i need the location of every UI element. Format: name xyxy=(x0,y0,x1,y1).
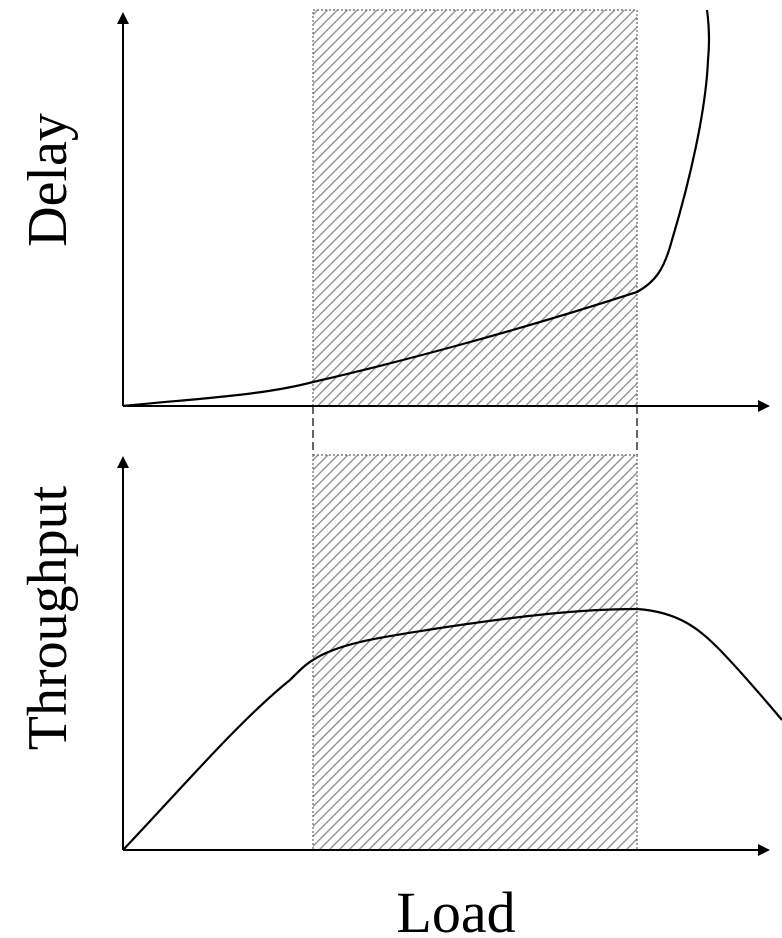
throughput-optimal-region xyxy=(312,454,638,851)
throughput-y-label: Throughput xyxy=(17,485,79,750)
delay-y-label: Delay xyxy=(17,113,79,247)
throughput-panel: Throughput xyxy=(17,454,782,856)
delay-optimal-region xyxy=(312,9,638,407)
load-x-label: Load xyxy=(396,880,515,938)
delay-curve xyxy=(122,9,711,408)
throughput-curve xyxy=(122,607,782,851)
delay-panel: Delay xyxy=(17,9,770,412)
